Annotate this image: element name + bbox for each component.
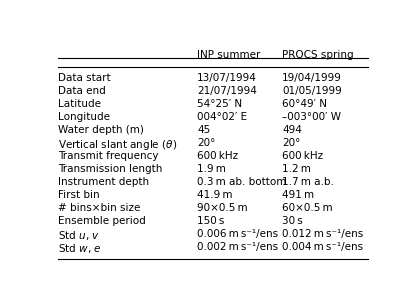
Text: 0.3 m ab. bottom: 0.3 m ab. bottom [197, 177, 287, 187]
Text: PROCS spring: PROCS spring [282, 50, 354, 60]
Text: Transmission length: Transmission length [58, 164, 162, 174]
Text: 0.002 m s⁻¹/ens: 0.002 m s⁻¹/ens [197, 242, 278, 252]
Text: 90×0.5 m: 90×0.5 m [197, 203, 248, 213]
Text: 0.012 m s⁻¹/ens: 0.012 m s⁻¹/ens [282, 229, 363, 239]
Text: 0.004 m s⁻¹/ens: 0.004 m s⁻¹/ens [282, 242, 363, 252]
Text: 600 kHz: 600 kHz [197, 151, 238, 161]
Text: Water depth (m): Water depth (m) [58, 125, 144, 135]
Text: 600 kHz: 600 kHz [282, 151, 323, 161]
Text: 60°49′ N: 60°49′ N [282, 99, 327, 109]
Text: 21/07/1994: 21/07/1994 [197, 86, 257, 96]
Text: 13/07/1994: 13/07/1994 [197, 73, 257, 83]
Text: Instrument depth: Instrument depth [58, 177, 149, 187]
Text: Longitude: Longitude [58, 112, 110, 122]
Text: # bins×bin size: # bins×bin size [58, 203, 140, 213]
Text: Data end: Data end [58, 86, 106, 96]
Text: 20°: 20° [282, 138, 300, 148]
Text: 150 s: 150 s [197, 216, 225, 226]
Text: 004°02′ E: 004°02′ E [197, 112, 247, 122]
Text: Std $u$, $v$: Std $u$, $v$ [58, 229, 100, 242]
Text: 30 s: 30 s [282, 216, 303, 226]
Text: 45: 45 [197, 125, 211, 135]
Text: Latitude: Latitude [58, 99, 101, 109]
Text: Data start: Data start [58, 73, 111, 83]
Text: 0.006 m s⁻¹/ens: 0.006 m s⁻¹/ens [197, 229, 278, 239]
Text: 19/04/1999: 19/04/1999 [282, 73, 342, 83]
Text: Std $w$, $e$: Std $w$, $e$ [58, 242, 102, 255]
Text: First bin: First bin [58, 190, 100, 200]
Text: 491 m: 491 m [282, 190, 314, 200]
Text: 1.2 m: 1.2 m [282, 164, 311, 174]
Text: 494: 494 [282, 125, 302, 135]
Text: Ensemble period: Ensemble period [58, 216, 146, 226]
Text: Transmit frequency: Transmit frequency [58, 151, 159, 161]
Text: 20°: 20° [197, 138, 216, 148]
Text: Vertical slant angle ($\theta$): Vertical slant angle ($\theta$) [58, 138, 177, 152]
Text: 41.9 m: 41.9 m [197, 190, 233, 200]
Text: 1.7 m a.b.: 1.7 m a.b. [282, 177, 334, 187]
Text: 54°25′ N: 54°25′ N [197, 99, 242, 109]
Text: –003°00′ W: –003°00′ W [282, 112, 341, 122]
Text: 01/05/1999: 01/05/1999 [282, 86, 342, 96]
Text: 60×0.5 m: 60×0.5 m [282, 203, 333, 213]
Text: 1.9 m: 1.9 m [197, 164, 226, 174]
Text: INP summer: INP summer [197, 50, 261, 60]
